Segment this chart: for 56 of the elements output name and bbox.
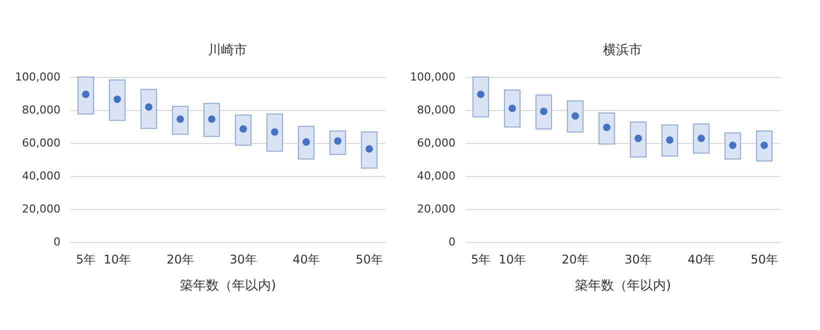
x-tick-label: 20年 bbox=[166, 252, 194, 266]
point bbox=[572, 112, 579, 120]
x-tick-label: 30年 bbox=[624, 252, 652, 266]
point bbox=[271, 128, 278, 136]
y-tick-label: 40,000 bbox=[22, 170, 60, 182]
bar bbox=[266, 113, 284, 152]
x-tick-label: 10年 bbox=[498, 252, 526, 266]
x-tick-label: 5年 bbox=[76, 252, 96, 266]
point bbox=[82, 90, 90, 98]
bar bbox=[234, 114, 252, 146]
point bbox=[366, 145, 373, 153]
y-tick-label: 20,000 bbox=[22, 202, 60, 216]
bar bbox=[108, 79, 126, 121]
bar bbox=[140, 88, 158, 129]
point bbox=[302, 138, 310, 146]
bar bbox=[298, 126, 315, 160]
x-tick-label: 40年 bbox=[292, 252, 320, 266]
bar bbox=[630, 122, 647, 158]
y-tick-label: 0 bbox=[448, 236, 456, 248]
y-tick-label: 0 bbox=[54, 236, 60, 248]
bar bbox=[535, 94, 552, 130]
x-tick-label: 20年 bbox=[562, 252, 589, 266]
bar bbox=[77, 76, 94, 114]
point bbox=[508, 104, 516, 112]
chart-title: 川崎市 bbox=[208, 43, 247, 58]
y-tick-label: 80,000 bbox=[417, 104, 456, 116]
bar bbox=[504, 90, 521, 128]
y-tick-label: 100,000 bbox=[15, 70, 60, 84]
point bbox=[540, 108, 548, 116]
x-tick-label: 50年 bbox=[750, 252, 778, 266]
bar bbox=[566, 100, 584, 132]
bar bbox=[661, 124, 678, 157]
x-axis-title: 築年数（年以内) bbox=[574, 278, 672, 294]
x-tick-label: 30年 bbox=[230, 252, 257, 266]
x-axis-title: 築年数（年以内) bbox=[180, 278, 276, 294]
x-tick-label: 50年 bbox=[356, 252, 383, 266]
bar bbox=[756, 130, 773, 162]
bar bbox=[598, 112, 616, 144]
point bbox=[477, 90, 484, 98]
point bbox=[145, 103, 152, 111]
x-tick-label: 10年 bbox=[104, 252, 131, 266]
point bbox=[634, 134, 642, 142]
x-tick-label: 40年 bbox=[688, 252, 715, 266]
chart-title: 横浜市 bbox=[603, 43, 642, 58]
y-tick-label: 80,000 bbox=[22, 104, 60, 116]
y-tick-label: 60,000 bbox=[22, 136, 60, 150]
bar bbox=[360, 131, 378, 169]
point bbox=[114, 96, 121, 103]
y-tick-label: 20,000 bbox=[417, 202, 456, 216]
y-tick-label: 60,000 bbox=[417, 136, 456, 150]
y-tick-label: 40,000 bbox=[417, 170, 456, 182]
y-tick-label: 100,000 bbox=[410, 70, 456, 84]
x-tick-label: 5年 bbox=[470, 252, 491, 266]
bar bbox=[203, 102, 220, 137]
bar bbox=[472, 76, 490, 118]
point bbox=[208, 115, 216, 123]
